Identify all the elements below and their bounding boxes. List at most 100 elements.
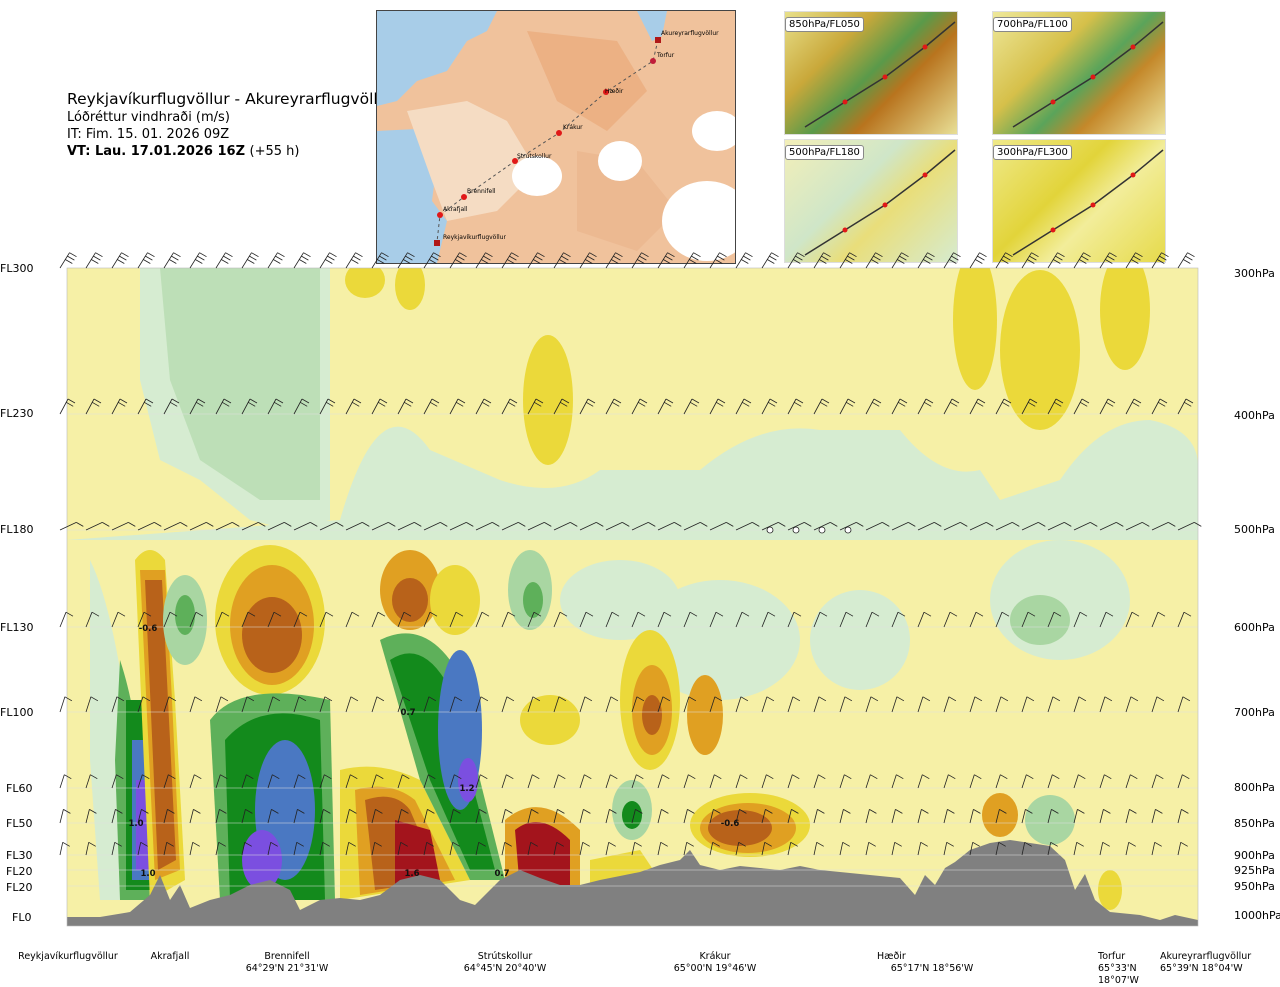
wind-barb [1099, 809, 1104, 824]
wind-barb-flag [951, 398, 960, 404]
fl-label: FL130 [0, 621, 34, 634]
wind-barb [267, 809, 272, 824]
station-label: Krákur 65°00'N 19°46'W [673, 951, 757, 974]
map-marker-akrafjall[interactable] [437, 212, 443, 218]
wind-barb [683, 774, 689, 789]
wind-barb [761, 522, 779, 531]
pressure-label: 400hPa [1234, 409, 1275, 422]
wind-barb-flag [93, 398, 102, 404]
wind-barb-flag [1103, 809, 1111, 814]
wind-barb-flag [1053, 611, 1062, 617]
wind-barb [1047, 252, 1058, 269]
wind-barb-flag [1031, 252, 1039, 258]
wind-barb-flag [353, 255, 361, 261]
contour-label: 1.6 [404, 869, 419, 879]
wind-barb-flag [925, 255, 933, 261]
wind-barb [59, 398, 69, 415]
wind-barb [683, 398, 693, 415]
wind-barb-flag [197, 398, 206, 404]
wind-barb-flag [715, 259, 723, 264]
map-marker-brennifell[interactable] [461, 194, 467, 200]
wind-barb-flag [946, 841, 954, 847]
wind-barb-flag [351, 611, 360, 617]
map-marker-haedir[interactable] [603, 89, 609, 95]
wind-barb [631, 842, 636, 856]
wind-barb-flag [507, 611, 516, 617]
map-label-krakur: Krákur [563, 124, 583, 131]
wind-barb [267, 522, 285, 531]
map-marker-krakur[interactable] [556, 130, 562, 136]
wind-barb-flag [868, 841, 876, 847]
pressure-label: 300hPa [1234, 267, 1275, 280]
wind-barb [449, 522, 467, 531]
wind-barb [943, 252, 954, 269]
wind-barb [371, 252, 382, 269]
map-marker-reykjavikurflugvollur[interactable] [434, 240, 440, 246]
wind-barb-flag [535, 255, 543, 261]
wind-barb [1021, 696, 1028, 713]
map-marker-torfur[interactable] [650, 58, 656, 64]
wind-barb [891, 842, 896, 856]
pressure-label: 900hPa [1234, 849, 1275, 862]
wind-barb-flag [197, 255, 205, 261]
wind-barb-flag [611, 611, 620, 617]
wind-barb-flag [531, 809, 539, 814]
wind-barb [1151, 612, 1159, 628]
wind-barb [111, 398, 121, 415]
wind-barb-flag [974, 696, 983, 702]
wind-barb-flag [327, 398, 336, 404]
wind-barb-flag [611, 259, 619, 264]
wind-barb-flag [405, 255, 413, 261]
wind-barb-flag [948, 774, 956, 780]
wind-barb-flag [414, 522, 422, 527]
wind-barb-flag [62, 841, 70, 847]
wind-barb-flag [530, 841, 538, 847]
wind-barb [1177, 842, 1182, 856]
wind-barb-flag [249, 398, 258, 404]
wind-barb-flag [609, 809, 617, 814]
wind-barb [215, 398, 225, 415]
thumb-300hpa[interactable]: 300hPa/FL300 [992, 139, 1166, 263]
wind-barb [787, 612, 795, 628]
wind-barb-flag [67, 255, 75, 261]
thumb-700hpa[interactable]: 700hPa/FL100 [992, 11, 1166, 135]
wind-barb-flag [431, 255, 439, 261]
wind-barb [85, 842, 90, 856]
wind-barb [397, 612, 405, 628]
wind-barb [1099, 522, 1117, 531]
wind-barb [865, 252, 876, 269]
wind-barb-flag [455, 259, 463, 264]
wind-barb-flag [1026, 696, 1035, 702]
wind-barb-flag [1055, 398, 1064, 404]
wind-barb [241, 522, 259, 531]
route-map[interactable]: Akureyrarflugvöllur Torfur Hæðir Krákur … [376, 10, 736, 264]
wind-barb [423, 774, 429, 789]
wind-barb-flag [1135, 252, 1143, 258]
wind-barb-flag [1083, 252, 1091, 258]
wind-barb [865, 842, 870, 856]
wind-barb-flag [533, 611, 542, 617]
wind-barb-flag [845, 611, 854, 617]
wind-barb [137, 809, 142, 824]
wind-barb [839, 696, 846, 713]
map-marker-akureyrarflugvollur[interactable] [655, 37, 661, 43]
wind-barb-flag [979, 252, 987, 258]
fl-label: FL30 [6, 849, 33, 862]
calm-wind-marker [792, 526, 800, 534]
thumb-500hpa[interactable]: 500hPa/FL180 [784, 139, 958, 263]
wind-barb [319, 612, 327, 628]
wind-barb [657, 252, 668, 269]
wind-barb-flag [558, 696, 567, 702]
wind-barb-flag [586, 401, 594, 407]
wind-barb-flag [301, 255, 309, 261]
map-marker-strutskollur[interactable] [512, 158, 518, 164]
wind-barb-flag [532, 696, 541, 702]
wind-barb-flag [144, 401, 152, 407]
wind-barb-flag [924, 401, 932, 407]
wind-barb [657, 398, 667, 415]
wind-barb [345, 612, 353, 628]
wind-barb-flag [388, 522, 396, 527]
thumb-850hpa[interactable]: 850hPa/FL050 [784, 11, 958, 135]
wind-barb-flag [249, 255, 257, 261]
wind-barb-flag [322, 841, 330, 847]
